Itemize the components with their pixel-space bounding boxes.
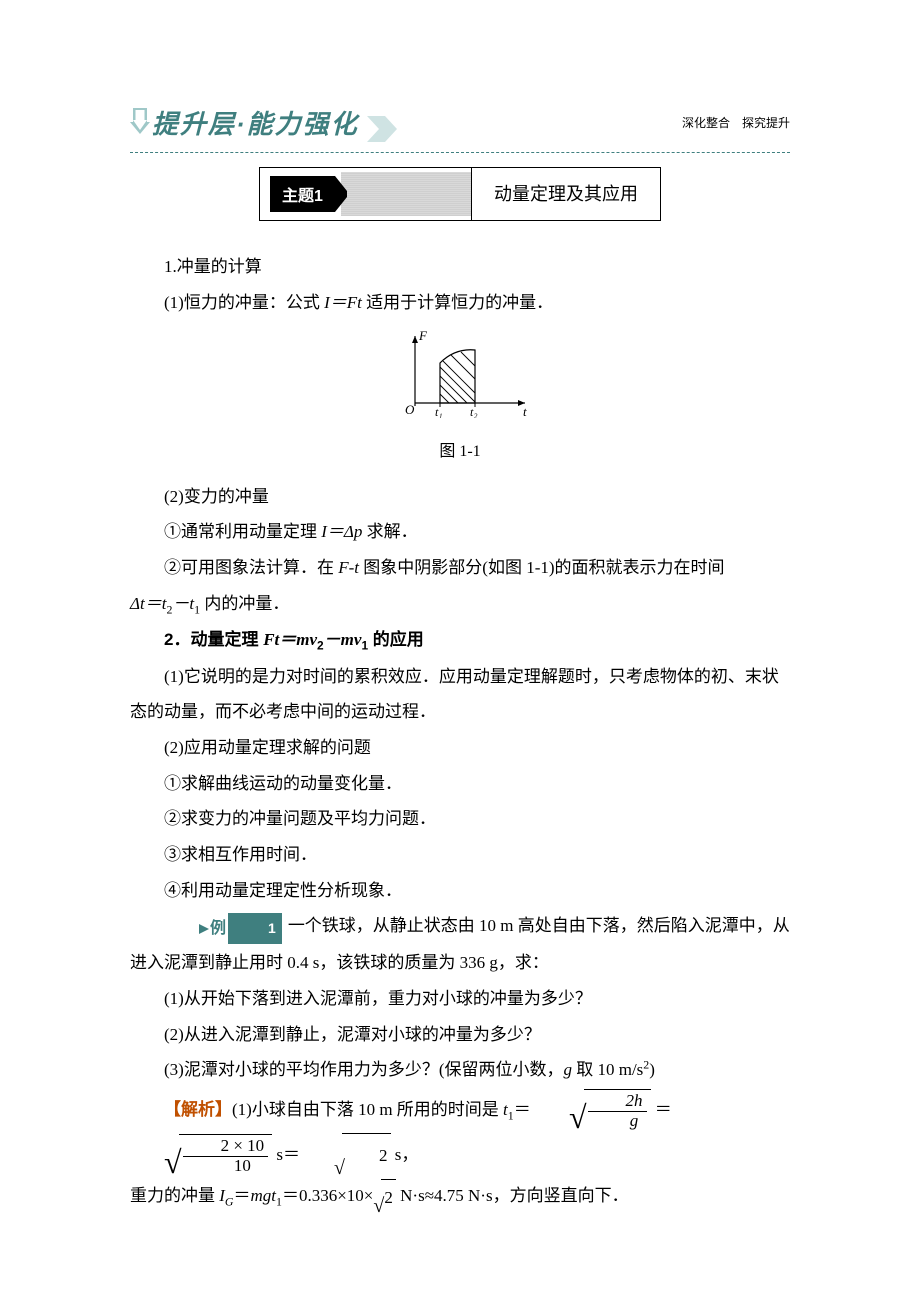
eq: ＝ [234,1186,251,1205]
figure-1-1: F t O t₁ t₂ [130,328,790,431]
text: s， [391,1145,419,1164]
eq: ＝ [514,1100,531,1119]
ft-graph-icon: F t O t₁ t₂ [385,328,535,418]
example-q3: (2)从进入泥潭到静止，泥潭对小球的冲量为多少？ [130,1017,790,1053]
ft: F-t [338,558,359,577]
theorem-p3: ①求解曲线运动的动量变化量． [130,766,790,802]
text: ＝0.336×10× [282,1186,373,1205]
text: 图象中阴影部分(如图 1-1)的面积就表示力在时间 [359,558,724,577]
impulse-p1: (1)恒力的冲量：公式 I＝Ft 适用于计算恒力的冲量． [130,285,790,321]
impulse-p4a: ②可用图象法计算．在 F-t 图象中阴影部分(如图 1-1)的面积就表示力在时间 [130,550,790,586]
sqrt-icon: √2 [300,1133,390,1178]
text: 内的冲量． [200,594,289,613]
impulse-p3: ①通常利用动量定理 I＝Δp 求解． [130,514,790,550]
formula: I＝Ft [324,293,362,312]
example-q4: (3)泥潭对小球的平均作用力为多少？(保留两位小数，g 取 10 m/s2) [130,1052,790,1088]
body: 1.冲量的计算 (1)恒力的冲量：公式 I＝Ft 适用于计算恒力的冲量． [130,249,790,1216]
topic-label: 主题1 [270,176,335,212]
topic-left: 主题1 [260,168,471,220]
theorem-p1: (1)它说明的是力对时间的累积效应．应用动量定理解题时，只考虑物体的初、末状态的… [130,659,790,730]
text: (1)小球自由下落 10 m 所用的时间是 [232,1100,503,1119]
text: 的应用 [368,630,424,649]
axis-F: F [418,328,428,343]
var: －t [172,594,194,613]
example-q1: 例1 一个铁球，从静止状态由 10 m 高处自由下落，然后陷入泥潭中，从进入泥潭… [130,908,790,981]
text: 取 10 m/s [572,1060,643,1079]
sqrt-val: 2 [342,1133,391,1178]
eq: ＝ [655,1100,672,1119]
formula: Ft＝mv [263,630,317,649]
topic-title: 动量定理及其应用 [471,168,660,220]
denom: 10 [183,1157,269,1176]
arrow-down-icon [130,108,150,134]
sqrt-icon: √2 [373,1179,395,1216]
header-subtitle: 深化整合 探究提升 [682,114,790,131]
page: 提升层·能力强化 深化整合 探究提升 主题1 动量定理及其应用 1.冲量的计算 … [0,0,920,1256]
text: ①通常利用动量定理 [164,522,321,541]
impulse-p2: (2)变力的冲量 [130,479,790,515]
formula: －mv [324,630,362,649]
text: N·s≈4.75 N·s，方向竖直向下． [396,1186,629,1205]
figure-caption: 图 1-1 [130,435,790,469]
fraction: 2hg [588,1092,647,1130]
theorem-p4: ②求变力的冲量问题及平均力问题． [130,801,790,837]
impulse-p4b: Δt＝t2－t1 内的冲量． [130,586,790,622]
impulse-h1: 1.冲量的计算 [130,249,790,285]
example-number: 1 [228,913,282,944]
theorem-p5: ③求相互作用时间． [130,837,790,873]
banner-arrow-icon [367,116,397,142]
header-banner: 提升层·能力强化 深化整合 探究提升 [130,100,790,146]
fraction: 2 × 1010 [183,1137,269,1175]
axis-t: t [523,404,527,418]
sub: 2 [317,639,324,653]
sub: G [225,1195,234,1209]
numer: 2 × 10 [183,1137,269,1157]
sqrt-val: 2 [381,1179,396,1216]
example-marker: 例1 [164,910,286,946]
example-label: 例 [210,920,226,937]
banner-title-wrap: 提升层·能力强化 [152,104,397,142]
sqrt-icon: √2 × 1010 [130,1134,272,1177]
var: mgt [251,1186,277,1205]
text: 适用于计算恒力的冲量． [362,293,553,312]
solution-label: 【解析】 [164,1100,232,1119]
text: ) [649,1060,655,1079]
text: 求解． [362,522,417,541]
text: 重力的冲量 [130,1186,219,1205]
solution-line1: 【解析】(1)小球自由下落 10 m 所用的时间是 t1＝ √2hg ＝ √2 … [130,1088,790,1178]
text: (3)泥潭对小球的平均作用力为多少？(保留两位小数， [164,1060,563,1079]
text: s＝ [276,1145,300,1164]
formula: I＝Δp [321,522,362,541]
text: 2．动量定理 [164,630,263,649]
tick-t1: t₁ [435,405,443,418]
triangle-icon [198,923,210,935]
tick-t2: t₂ [470,405,478,418]
sqrt-icon: √2hg [535,1089,651,1132]
topic-left-fill [341,172,471,216]
banner-title: 提升层·能力强化 [152,109,359,139]
example-q2: (1)从开始下落到进入泥潭前，重力对小球的冲量为多少？ [130,981,790,1017]
divider [130,152,790,153]
theorem-h2: 2．动量定理 Ft＝mv2－mv1 的应用 [130,622,790,658]
origin: O [405,402,415,417]
text: ②可用图象法计算．在 [164,558,338,577]
denom: g [588,1112,647,1131]
topic-box: 主题1 动量定理及其应用 [259,167,661,221]
var: Δt＝t [130,594,166,613]
theorem-p2: (2)应用动量定理求解的问题 [130,730,790,766]
topic-row: 主题1 动量定理及其应用 [130,167,790,221]
theorem-p6: ④利用动量定理定性分析现象． [130,873,790,909]
var-g: g [563,1060,572,1079]
numer: 2h [588,1092,647,1112]
solution-line2: 重力的冲量 IG＝mgt1＝0.336×10×√2 N·s≈4.75 N·s，方… [130,1178,790,1215]
text: (1)恒力的冲量：公式 [164,293,324,312]
